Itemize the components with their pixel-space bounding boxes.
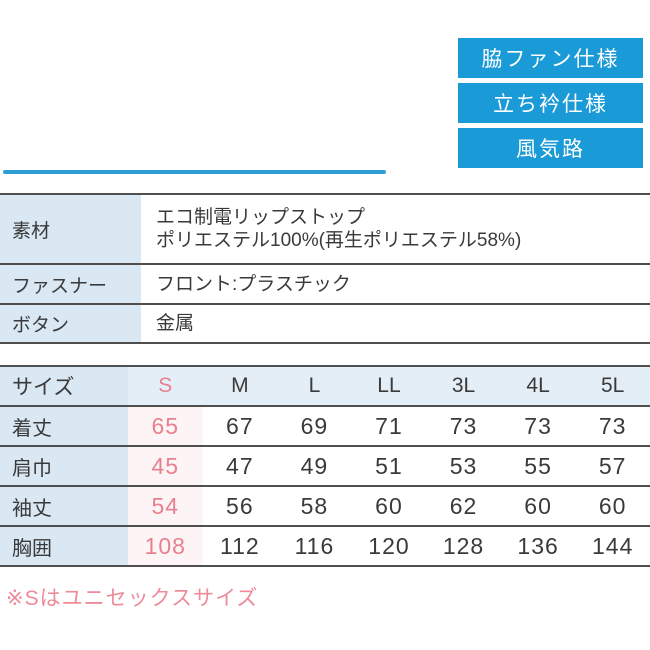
feature-badge-stand-collar: 立ち衿仕様 (458, 83, 643, 123)
spec-row-label: 素材 (0, 194, 141, 264)
spec-row-label: ファスナー (0, 264, 141, 304)
size-cell: 67 (226, 412, 254, 439)
size-cell: 60 (598, 492, 627, 519)
size-header-s: S (128, 366, 203, 406)
feature-badge-label: 脇ファン仕様 (481, 48, 620, 71)
size-cell: 128 (442, 532, 485, 559)
size-cell: 73 (598, 412, 627, 439)
size-row-label: 肩巾 (0, 446, 128, 486)
size-cell: 65 (128, 406, 203, 446)
unisex-note: ※Sはユニセックスサイズ (6, 587, 259, 610)
feature-badges: 脇ファン仕様 立ち衿仕様 風気路 (458, 38, 643, 173)
spec-row-button: ボタン 金属 (0, 304, 650, 343)
size-cell: 73 (449, 412, 478, 439)
size-row-label: 袖丈 (0, 486, 128, 526)
size-table: サイズ S M L LL 3L 4L 5L 着丈 65 67 69 71 73 … (0, 365, 650, 567)
size-row-label: 着丈 (0, 406, 128, 446)
spec-row-value: エコ制電リップストップ ポリエステル100%(再生ポリエステル58%) (141, 194, 650, 264)
size-header-ll: LL (351, 366, 427, 406)
size-cell: 62 (449, 492, 478, 519)
size-row-body-length: 着丈 65 67 69 71 73 73 73 (0, 406, 650, 446)
size-cell: 45 (128, 446, 203, 486)
size-header-5l: 5L (575, 366, 650, 406)
size-table-header-row: サイズ S M L LL 3L 4L 5L (0, 366, 650, 406)
accent-underline (3, 170, 386, 174)
spec-row-value: 金属 (156, 313, 195, 334)
size-cell: 71 (375, 412, 403, 439)
size-cell: 136 (517, 532, 559, 559)
size-cell: 57 (598, 452, 627, 479)
size-cell: 108 (128, 526, 203, 566)
size-cell: 144 (592, 532, 634, 559)
size-cell: 55 (524, 452, 552, 479)
size-row-label: 胸囲 (0, 526, 128, 566)
spec-row-label: ボタン (0, 304, 141, 343)
size-cell: 47 (226, 452, 254, 479)
feature-badge-air-path: 風気路 (458, 128, 643, 168)
size-header-label: サイズ (0, 366, 128, 406)
size-cell: 53 (449, 452, 478, 479)
spec-table: 素材 エコ制電リップストップ ポリエステル100%(再生ポリエステル58%) フ… (0, 193, 650, 344)
size-cell: 60 (524, 492, 552, 519)
spec-value-line: ポリエステル100%(再生ポリエステル58%) (156, 230, 522, 251)
feature-badge-label: 風気路 (516, 138, 585, 161)
size-row-chest: 胸囲 108 112 116 120 128 136 144 (0, 526, 650, 566)
size-cell: 120 (368, 532, 410, 559)
size-cell: 73 (524, 412, 552, 439)
size-cell: 69 (300, 412, 329, 439)
spec-value-line: エコ制電リップストップ (156, 207, 366, 228)
feature-badge-side-fan: 脇ファン仕様 (458, 38, 643, 78)
size-cell: 51 (375, 452, 403, 479)
size-cell: 116 (294, 532, 335, 559)
size-cell: 56 (226, 492, 254, 519)
size-header-4l: 4L (500, 366, 576, 406)
size-header-3l: 3L (426, 366, 501, 406)
size-cell: 58 (300, 492, 329, 519)
size-cell: 49 (300, 452, 329, 479)
size-cell: 112 (220, 532, 260, 559)
spec-row-fastener: ファスナー フロント:プラスチック (0, 264, 650, 304)
size-cell: 60 (375, 492, 403, 519)
size-header-m: M (202, 366, 278, 406)
spec-row-material: 素材 エコ制電リップストップ ポリエステル100%(再生ポリエステル58%) (0, 194, 650, 264)
size-row-shoulder-width: 肩巾 45 47 49 51 53 55 57 (0, 446, 650, 486)
spec-row-value: フロント:プラスチック (156, 273, 351, 295)
size-cell: 54 (128, 486, 203, 526)
size-row-sleeve-length: 袖丈 54 56 58 60 62 60 60 (0, 486, 650, 526)
feature-badge-label: 立ち衿仕様 (493, 93, 608, 116)
size-header-l: L (277, 366, 352, 406)
